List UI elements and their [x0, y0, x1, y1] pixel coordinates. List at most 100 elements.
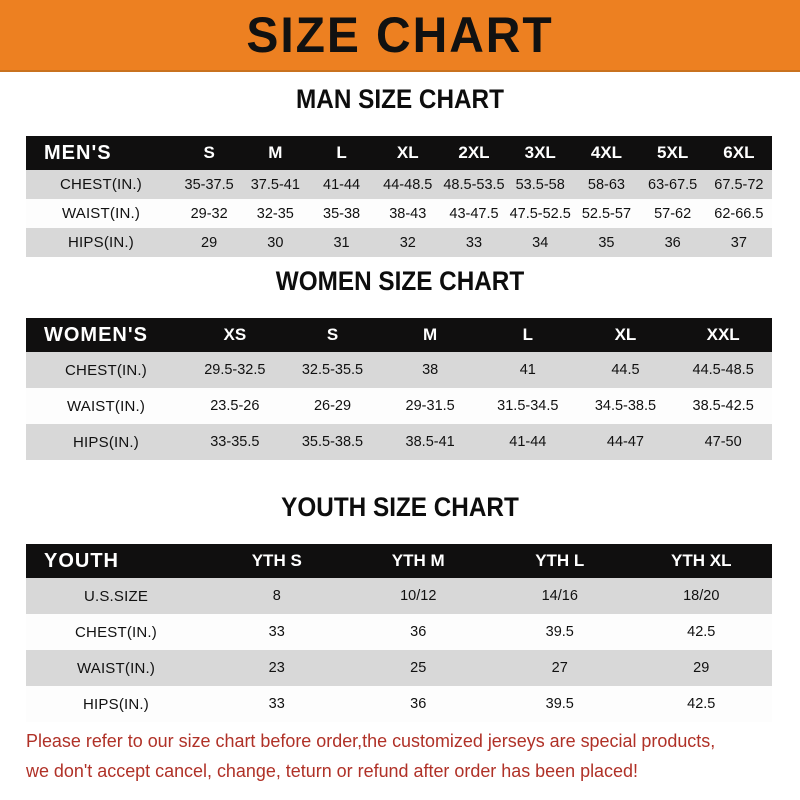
table-cell: 52.5-57 [581, 205, 632, 222]
youth-size-table: YOUTH YTH S YTH M YTH L YTH XL U.S.SIZE 8 10/1… [26, 544, 772, 722]
youth-column-header: YTH XL [671, 551, 732, 570]
table-cell: 38 [422, 362, 439, 378]
table-cell: 47.5-52.5 [509, 205, 571, 222]
table-cell: 36 [410, 624, 427, 640]
men-table-label-header: MEN'S [44, 141, 112, 164]
women-column-header: XXL [706, 325, 740, 344]
table-row: HIPS(IN.) 33 36 39.5 42.5 [26, 686, 772, 722]
women-column-header: XS [223, 325, 247, 344]
men-column-header: 6XL [723, 143, 755, 162]
women-size-table: WOMEN'S XS S M L XL XXL CHEST(IN.) 29.5-32.5 32.… [26, 318, 772, 460]
women-header-row: WOMEN'S XS S M L XL XXL [26, 318, 772, 352]
table-row: HIPS(IN.) 33-35.5 35.5-38.5 38.5-41 41-44 44-… [26, 424, 772, 460]
table-cell: 48.5-53.5 [443, 176, 505, 193]
table-cell: 41 [519, 362, 536, 378]
youth-column-header: YTH L [535, 551, 585, 570]
women-table-head: WOMEN'S XS S M L XL XXL [26, 318, 772, 352]
table-cell: 41-44 [509, 434, 547, 450]
table-cell: 34 [532, 234, 549, 251]
men-row-label: WAIST(IN.) [61, 205, 141, 222]
table-cell: 29-31.5 [405, 398, 455, 414]
table-cell: 63-67.5 [648, 176, 698, 193]
table-cell: 10/12 [400, 588, 437, 604]
table-cell: 25 [410, 660, 427, 676]
table-cell: 38.5-41 [405, 434, 455, 450]
table-cell: 57-62 [654, 205, 692, 222]
youth-table-head: YOUTH YTH S YTH M YTH L YTH XL [26, 544, 772, 578]
table-row: CHEST(IN.) 29.5-32.5 32.5-35.5 38 41 44.5 44.5… [26, 352, 772, 388]
women-column-header: L [522, 325, 533, 344]
table-cell: 39.5 [545, 696, 574, 712]
table-row: U.S.SIZE 8 10/12 14/16 18/20 [26, 578, 772, 614]
table-cell: 29 [693, 660, 710, 676]
table-cell: 29 [201, 234, 218, 251]
table-cell: 32 [399, 234, 416, 251]
banner-title: SIZE CHART [246, 7, 554, 63]
order-policy-note-line-2: we don't accept cancel, change, teturn o… [26, 760, 638, 781]
table-row: HIPS(IN.) 29 30 31 32 33 34 35 36 37 [26, 228, 772, 257]
women-row-label: HIPS(IN.) [73, 433, 139, 451]
table-cell: 33 [465, 234, 483, 251]
table-cell: 43-47.5 [449, 205, 499, 222]
women-column-header: XL [614, 325, 637, 344]
table-cell: 47-50 [704, 434, 742, 450]
men-column-header: L [336, 143, 347, 162]
men-column-header: 5XL [657, 143, 689, 162]
table-cell: 42.5 [687, 624, 716, 640]
youth-column-header: YTH M [391, 551, 445, 570]
table-cell: 18/20 [683, 588, 720, 604]
order-policy-note: Please refer to our size chart before or… [26, 726, 754, 786]
men-row-label: CHEST(IN.) [60, 176, 142, 193]
table-cell: 29-32 [190, 205, 228, 222]
banner: SIZE CHART [0, 0, 800, 72]
table-cell: 27 [551, 660, 568, 676]
table-row: CHEST(IN.) 35-37.5 37.5-41 41-44 44-48.5 48.5… [26, 170, 772, 199]
women-table-body: CHEST(IN.) 29.5-32.5 32.5-35.5 38 41 44.5 44.5… [26, 352, 772, 460]
men-size-table: MEN'S S M L XL 2XL 3XL 4XL 5XL 6XL CHEST(IN.) 35-3… [26, 136, 772, 257]
men-row-label: HIPS(IN.) [68, 234, 134, 251]
table-cell: 35-37.5 [184, 176, 234, 193]
youth-row-label: HIPS(IN.) [83, 695, 149, 713]
women-section-title: WOMEN SIZE CHART [275, 266, 525, 296]
table-cell: 29.5-32.5 [204, 362, 266, 378]
youth-section-title: YOUTH SIZE CHART [281, 492, 519, 522]
table-cell: 23.5-26 [210, 398, 260, 414]
table-cell: 23 [268, 660, 285, 676]
table-row: WAIST(IN.) 23 25 27 29 [26, 650, 772, 686]
men-table-head: MEN'S S M L XL 2XL 3XL 4XL 5XL 6XL [26, 136, 772, 170]
table-cell: 67.5-72 [714, 176, 764, 193]
table-cell: 36 [410, 696, 427, 712]
table-cell: 41-44 [323, 176, 361, 193]
table-cell: 38-43 [389, 205, 427, 222]
table-cell: 30 [267, 234, 284, 251]
table-cell: 62-66.5 [714, 205, 764, 222]
men-column-header: S [203, 143, 215, 162]
table-cell: 33 [268, 696, 285, 712]
table-cell: 39.5 [545, 624, 574, 640]
table-cell: 35-38 [323, 205, 361, 222]
table-cell: 33-35.5 [210, 434, 260, 450]
women-column-header: M [423, 325, 438, 344]
table-cell: 44.5-48.5 [692, 362, 754, 378]
table-row: WAIST(IN.) 29-32 32-35 35-38 38-43 43-47.5 47.… [26, 199, 772, 228]
table-row: CHEST(IN.) 33 36 39.5 42.5 [26, 614, 772, 650]
men-column-header: 4XL [590, 143, 623, 162]
table-cell: 42.5 [687, 696, 716, 712]
table-cell: 14/16 [541, 588, 578, 604]
youth-row-label: WAIST(IN.) [76, 659, 156, 677]
youth-table-body: U.S.SIZE 8 10/12 14/16 18/20 CHEST(IN.) 33 36 39… [26, 578, 772, 722]
table-cell: 36 [664, 234, 681, 251]
women-column-header: S [326, 325, 339, 344]
table-cell: 26-29 [313, 398, 352, 414]
table-cell: 44-48.5 [383, 176, 433, 193]
table-cell: 37.5-41 [250, 176, 300, 193]
table-cell: 35 [598, 234, 615, 251]
youth-row-label: CHEST(IN.) [75, 623, 157, 641]
table-cell: 33 [268, 624, 285, 640]
table-cell: 32-35 [256, 205, 294, 222]
table-cell: 31 [333, 234, 350, 251]
women-table-label-header: WOMEN'S [44, 323, 148, 346]
youth-column-header: YTH S [251, 551, 302, 570]
youth-row-label: U.S.SIZE [83, 587, 149, 605]
men-column-header: 2XL [458, 143, 490, 162]
